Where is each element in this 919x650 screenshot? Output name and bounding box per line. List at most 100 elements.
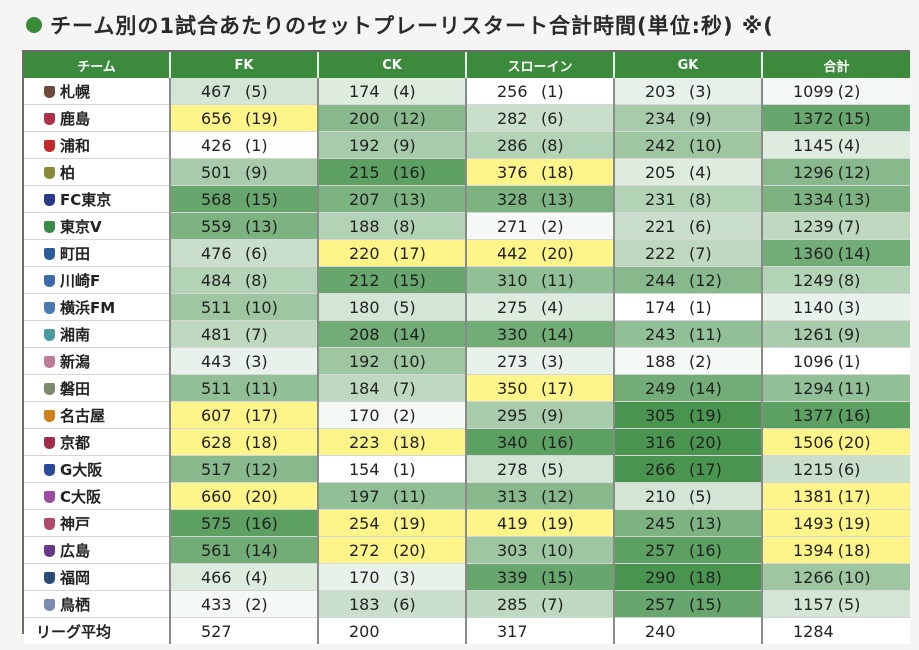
value-cell-gk: 221 (6) [614, 212, 763, 240]
cell-value: 212 [349, 270, 380, 290]
cell-rank: (7) [689, 243, 712, 263]
value-cell-fk: 433 (2) [170, 590, 319, 618]
team-emblem-icon [44, 301, 55, 314]
value-cell-fk: 481 (7) [170, 320, 319, 348]
cell-value: 1215 [793, 459, 834, 479]
team-name-cell: 横浜FM [24, 293, 171, 321]
table-row: 名古屋 607 (17) 170 (2) 295 (9) 305 (19) 1377 (16) [24, 401, 910, 429]
cell-rank: (16) [393, 162, 426, 182]
cell-value: 184 [349, 378, 380, 398]
team-emblem-icon [44, 139, 55, 152]
table-row: 東京V 559 (13) 188 (8) 271 (2) 221 (6) 1239 (7) [24, 212, 910, 240]
value-cell-fk: 501 (9) [170, 158, 319, 186]
value-cell-gk: 222 (7) [614, 239, 763, 267]
team-name: 名古屋 [60, 406, 106, 425]
value-cell-gk: 243 (11) [614, 320, 763, 348]
value-cell-throw-in: 256 (1) [466, 78, 615, 105]
cell-value: 249 [645, 378, 676, 398]
cell-value: 1381 [793, 486, 834, 506]
cell-rank: (3) [245, 351, 268, 371]
team-name: 川崎F [60, 271, 101, 290]
cell-rank: (20) [689, 432, 722, 452]
cell-value: 313 [497, 486, 528, 506]
team-name: 京都 [60, 433, 91, 452]
cell-rank: (5) [689, 486, 712, 506]
cell-value: 511 [201, 297, 232, 317]
value-cell-ck: 174 (4) [318, 78, 467, 105]
table-row: FC東京 568 (15) 207 (13) 328 (13) 231 (8) 1334 (13) [24, 185, 910, 213]
cell-rank: (6) [837, 459, 861, 479]
value-cell-ck: 212 (15) [318, 266, 467, 294]
cell-rank: (8) [393, 216, 416, 236]
column-header-total: 合計 [762, 52, 910, 78]
cell-value: 285 [497, 594, 528, 614]
cell-value: 476 [201, 243, 232, 263]
title-bullet-icon [26, 17, 42, 33]
team-name-cell: 川崎F [24, 266, 171, 294]
cell-value: 303 [497, 540, 528, 560]
cell-rank: (1) [393, 459, 416, 479]
cell-value: 656 [201, 108, 232, 128]
data-table-container: チーム FK CK スローイン GK 合計 札幌 467 (5) 174 (4) 256 (… [22, 50, 910, 644]
cell-rank: (6) [541, 108, 564, 128]
cell-value: 295 [497, 405, 528, 425]
cell-rank: (13) [393, 189, 426, 209]
team-name-cell: 柏 [24, 158, 171, 186]
cell-rank: (15) [393, 270, 426, 290]
cell-value: 1261 [793, 324, 834, 344]
cell-rank: (6) [245, 243, 268, 263]
cell-rank: (12) [541, 486, 574, 506]
team-name-cell: 京都 [24, 428, 171, 456]
cell-value: 192 [349, 135, 380, 155]
cell-rank: (14) [393, 324, 426, 344]
team-emblem-icon [44, 463, 55, 476]
value-cell-fk: 656 (19) [170, 104, 319, 132]
cell-value: 174 [349, 81, 380, 101]
cell-rank: (13) [837, 189, 871, 209]
cell-rank: (20) [393, 540, 426, 560]
cell-value: 501 [201, 162, 232, 182]
table-row: 横浜FM 511 (10) 180 (5) 275 (4) 174 (1) 1140 (3) [24, 293, 910, 321]
cell-rank: (20) [837, 432, 871, 452]
table-row: 磐田 511 (11) 184 (7) 350 (17) 249 (14) 1294 (11) [24, 374, 910, 402]
value-cell-fk: 511 (11) [170, 374, 319, 402]
cell-value: 339 [497, 567, 528, 587]
cell-value: 278 [497, 459, 528, 479]
cell-value: 272 [349, 540, 380, 560]
cell-value: 328 [497, 189, 528, 209]
cell-rank: (12) [837, 162, 871, 182]
cell-value: 290 [645, 567, 676, 587]
league-average-row: リーグ平均 527 200 317 240 1284 [24, 617, 910, 644]
team-name: 町田 [60, 244, 91, 263]
team-name-cell: 湘南 [24, 320, 171, 348]
value-cell-total: 1157 (5) [762, 590, 910, 618]
value-cell-throw-in: 275 (4) [466, 293, 615, 321]
cell-value: 310 [497, 270, 528, 290]
value-cell-fk: 467 (5) [170, 78, 319, 105]
cell-value: 561 [201, 540, 232, 560]
team-name-cell: 福岡 [24, 563, 171, 591]
cell-value: 1157 [793, 594, 834, 614]
team-name: 広島 [60, 541, 91, 560]
team-name: C大阪 [60, 487, 102, 506]
cell-rank: (5) [541, 459, 564, 479]
value-cell-ck: 200 (12) [318, 104, 467, 132]
value-cell-gk: 188 (2) [614, 347, 763, 375]
value-cell-ck: 154 (1) [318, 455, 467, 483]
cell-value: 484 [201, 270, 232, 290]
team-name: 磐田 [60, 379, 91, 398]
team-name: 鹿島 [60, 109, 91, 128]
cell-rank: (11) [689, 324, 722, 344]
value-cell-throw-in: 328 (13) [466, 185, 615, 213]
team-name: 横浜FM [60, 298, 116, 317]
league-average-throw-in: 317 [466, 617, 615, 644]
value-cell-throw-in: 313 (12) [466, 482, 615, 510]
cell-rank: (1) [689, 297, 712, 317]
cell-rank: (10) [393, 351, 426, 371]
cell-rank: (18) [837, 540, 871, 560]
cell-value: 174 [645, 297, 676, 317]
cell-rank: (2) [837, 81, 861, 101]
cell-rank: (13) [245, 216, 278, 236]
value-cell-ck: 254 (19) [318, 509, 467, 537]
team-name-cell: C大阪 [24, 482, 171, 510]
